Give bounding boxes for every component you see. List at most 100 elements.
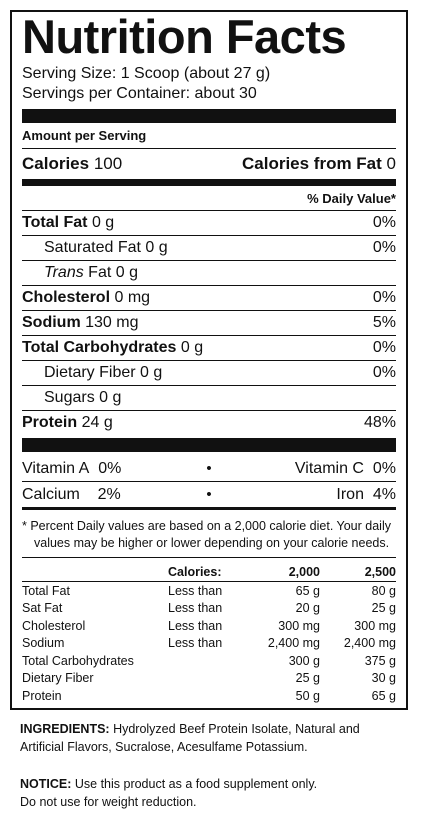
nutrient-dv: 5% xyxy=(372,314,396,331)
table-cell xyxy=(168,687,250,705)
table-cell: Sat Fat xyxy=(22,601,63,616)
nutrient-row-trans-fat: Trans Fat 0 g xyxy=(22,261,396,286)
table-cell: 2,400 mg xyxy=(343,636,396,651)
nutrient-name: Saturated Fat xyxy=(44,239,141,256)
nutrient-dv: 48% xyxy=(363,414,396,431)
table-cell: Less than xyxy=(168,636,223,651)
table-cell: 25 g xyxy=(371,601,396,616)
vitamin-value: 0% xyxy=(372,459,396,477)
divider-thin xyxy=(22,507,396,510)
table-cell: 2,400 mg xyxy=(267,636,320,651)
table-row: Total Fat Less than 65 g 80 g xyxy=(22,582,396,600)
ingredients-text: Hydrolyzed Beef Protein Isolate, Natural… xyxy=(109,722,360,736)
table-cell xyxy=(168,670,250,688)
amount-per-serving-row: Amount per Serving xyxy=(22,123,396,149)
table-cell: 65 g xyxy=(371,688,396,703)
table-cell xyxy=(168,652,250,670)
nutrient-amount: 130 mg xyxy=(85,314,139,331)
table-row: Sat Fat Less than 20 g 25 g xyxy=(22,600,396,618)
table-row: Sodium Less than 2,400 mg 2,400 mg xyxy=(22,635,396,653)
table-cell: Dietary Fiber xyxy=(22,671,94,686)
table-cell: 80 g xyxy=(371,583,396,598)
table-cell: 300 mg xyxy=(278,618,320,633)
divider-thick xyxy=(22,438,396,452)
table-cell: Less than xyxy=(168,601,223,616)
divider-thick xyxy=(22,109,396,123)
panel-title: Nutrition Facts xyxy=(22,10,347,63)
table-row: Total Carbohydrates 300 g 375 g xyxy=(22,652,396,670)
notice-block: NOTICE: Use this product as a food suppl… xyxy=(20,775,410,811)
table-cell: 300 g xyxy=(288,653,320,668)
vitamin-value: 0% xyxy=(98,459,122,477)
table-cell: 25 g xyxy=(295,671,320,686)
footnote: * Percent Daily values are based on a 2,… xyxy=(22,510,396,558)
bullet-icon: • xyxy=(206,486,212,503)
nutrition-facts-panel: Nutrition Facts Serving Size: 1 Scoop (a… xyxy=(10,10,408,710)
nutrient-dv: 0% xyxy=(372,364,396,381)
calories-label: Calories xyxy=(22,154,90,173)
nutrient-row-total-carbohydrates: Total Carbohydrates 0 g 0% xyxy=(22,336,396,361)
nutrient-name: Cholesterol xyxy=(22,289,111,306)
nutrient-name: Sugars xyxy=(44,389,95,406)
vitamin-value: 4% xyxy=(372,485,396,503)
servings-per-container: Servings per Container: about 30 xyxy=(22,85,257,102)
notice-text: Use this product as a food supplement on… xyxy=(71,777,318,791)
table-cell: Total Carbohydrates xyxy=(22,653,134,668)
vitamin-name: Iron xyxy=(336,485,364,503)
nutrient-amount: 0 g xyxy=(180,339,204,356)
table-cell: 300 mg xyxy=(354,618,396,633)
vitamin-name: Vitamin A xyxy=(22,459,90,477)
daily-value-header-row: % Daily Value* xyxy=(22,186,396,211)
nutrient-row-cholesterol: Cholesterol 0 mg 0% xyxy=(22,286,396,311)
table-cell: 20 g xyxy=(295,601,320,616)
calories-row: Calories 100 Calories from Fat 0 xyxy=(22,149,396,179)
daily-values-table: Calories: 2,000 2,500 Total Fat Less tha… xyxy=(22,562,396,705)
nutrient-amount: 0 g xyxy=(145,239,168,256)
calories-from-fat-value: 0 xyxy=(386,154,396,173)
vitamin-value: 2% xyxy=(97,485,121,503)
calories-value: 100 xyxy=(93,154,123,173)
nutrient-row-dietary-fiber: Dietary Fiber 0 g 0% xyxy=(22,361,396,386)
nutrient-amount: 0 mg xyxy=(114,289,151,306)
table-cell: Protein xyxy=(22,688,62,703)
nutrient-amount: 0 g xyxy=(91,214,115,231)
table-row: Cholesterol Less than 300 mg 300 mg xyxy=(22,617,396,635)
nutrient-dv: 0% xyxy=(372,214,396,231)
nutrient-name: Fat xyxy=(88,264,112,281)
table-cell: Sodium xyxy=(22,636,65,651)
notice-text: Do not use for weight reduction. xyxy=(20,795,197,809)
table-cell: Total Fat xyxy=(22,583,70,598)
nutrient-amount: 0 g xyxy=(115,264,138,281)
table-header-cell: Calories: xyxy=(168,562,250,582)
table-header-row: Calories: 2,000 2,500 xyxy=(22,562,396,582)
vitamin-name: Vitamin C xyxy=(294,459,364,477)
nutrient-row-protein: Protein 24 g 48% xyxy=(22,411,396,435)
ingredients-block: INGREDIENTS: Hydrolyzed Beef Protein Iso… xyxy=(20,720,410,756)
daily-value-header: % Daily Value* xyxy=(307,190,396,206)
vitamin-name: Calcium xyxy=(22,485,80,503)
nutrient-row-saturated-fat: Saturated Fat 0 g 0% xyxy=(22,236,396,261)
nutrient-row-sugars: Sugars 0 g xyxy=(22,386,396,411)
vitamin-row: Vitamin A 0% • Vitamin C 0% xyxy=(22,456,396,482)
table-cell: 375 g xyxy=(364,653,396,668)
nutrient-row-sodium: Sodium 130 mg 5% xyxy=(22,311,396,336)
serving-size: Serving Size: 1 Scoop (about 27 g) xyxy=(22,65,271,82)
nutrient-amount: 0 g xyxy=(99,389,122,406)
nutrient-name-italic: Trans xyxy=(44,264,84,281)
table-cell: 50 g xyxy=(295,688,320,703)
table-header-cell xyxy=(22,562,168,582)
nutrient-name: Total Carbohydrates xyxy=(22,339,177,356)
notice-label: NOTICE: xyxy=(20,777,72,791)
vitamin-row: Calcium 2% • Iron 4% xyxy=(22,482,396,507)
nutrient-name: Sodium xyxy=(22,314,81,331)
nutrient-name: Protein xyxy=(22,414,78,431)
nutrient-row-total-fat: Total Fat 0 g 0% xyxy=(22,211,396,236)
calories-from-fat-label: Calories from Fat xyxy=(241,154,382,173)
nutrient-dv: 0% xyxy=(372,289,396,306)
nutrient-dv: 0% xyxy=(372,339,396,356)
divider-medium xyxy=(22,179,396,186)
table-header-cell: 2,500 xyxy=(320,562,396,582)
ingredients-text: Artificial Flavors, Sucralose, Acesulfam… xyxy=(20,740,308,754)
nutrient-dv: 0% xyxy=(372,239,396,256)
ingredients-label: INGREDIENTS: xyxy=(20,722,110,736)
